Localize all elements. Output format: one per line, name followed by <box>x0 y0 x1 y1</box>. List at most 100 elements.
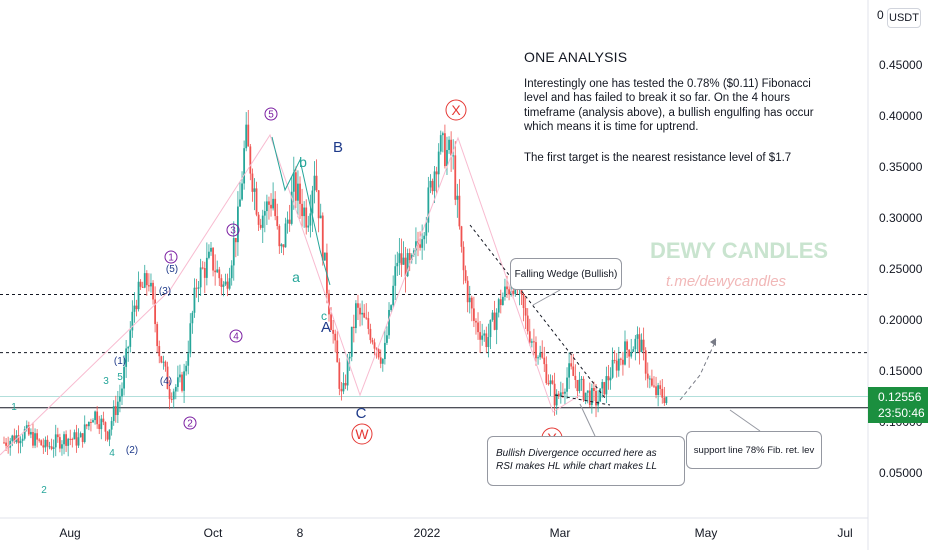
bullish-divergence-callout[interactable]: Bullish Divergence occurred here as RSI … <box>487 436 685 486</box>
candle-body <box>224 281 227 285</box>
candle-body <box>141 286 144 288</box>
last-price-tag: 0.12556 23:50:46 <box>868 387 928 423</box>
wave-X: X <box>451 102 461 118</box>
candle-body <box>429 180 432 188</box>
candle-body <box>636 334 639 339</box>
candle-body <box>232 238 235 266</box>
wave-A: A <box>321 319 331 336</box>
candle-body <box>94 411 96 421</box>
candle-body <box>166 366 169 389</box>
candle-body <box>228 278 231 289</box>
candle-body <box>3 442 5 444</box>
candle-body <box>23 429 26 439</box>
candle-body <box>582 378 585 401</box>
candle-body <box>13 435 16 442</box>
candle-body <box>597 401 599 406</box>
candle-body <box>81 433 84 443</box>
y-tick-label: 0.20000 <box>879 313 923 327</box>
candle-body <box>145 273 148 286</box>
candle-body <box>522 294 525 309</box>
candle-body <box>176 377 179 387</box>
y-tick-label: 0.05000 <box>879 466 923 480</box>
candle-body <box>290 191 293 224</box>
candle-body <box>570 363 573 367</box>
candle-body <box>152 282 154 300</box>
candle-body <box>208 251 210 258</box>
candle-body <box>421 239 424 248</box>
candle-body <box>259 224 262 228</box>
candle-body <box>71 438 74 440</box>
candle-body <box>578 379 581 392</box>
candle-body <box>38 439 41 441</box>
candle-body <box>377 349 380 358</box>
wave-paren-3: (3) <box>159 286 171 297</box>
candle-body <box>400 253 403 265</box>
candle-body <box>336 340 339 363</box>
candle-body <box>590 388 593 406</box>
candle-body <box>619 358 622 360</box>
candle-body <box>92 420 94 423</box>
candle-body <box>483 333 486 336</box>
candle-body <box>137 281 140 310</box>
x-tick-label: Mar <box>550 526 571 540</box>
candle-body <box>85 424 88 427</box>
support-line-callout[interactable]: support line 78% Fib. ret. lev <box>686 431 822 469</box>
candle-body <box>402 257 405 265</box>
x-tick-label: Jul <box>837 526 852 540</box>
candle-body <box>87 422 90 427</box>
candle-body <box>143 273 146 288</box>
candle-body <box>404 257 407 277</box>
candle-body <box>595 390 597 406</box>
candle-body <box>30 432 32 435</box>
candle-body <box>470 297 473 309</box>
bar-countdown: 23:50:46 <box>878 406 925 420</box>
candle-body <box>427 187 430 223</box>
wave-lines <box>0 133 761 456</box>
candle-body <box>601 382 604 389</box>
candle-body <box>504 286 506 297</box>
candle-body <box>197 287 200 289</box>
candle-body <box>369 328 372 341</box>
candle-body <box>435 171 438 175</box>
candle-body <box>210 247 212 252</box>
candle-body <box>493 312 496 330</box>
candle-body <box>280 244 283 247</box>
candle-body <box>340 388 343 392</box>
candle-body <box>241 183 243 200</box>
x-tick-label: Oct <box>204 526 223 540</box>
candle-body <box>564 391 566 394</box>
candle-body <box>27 425 30 435</box>
candle-body <box>34 433 36 446</box>
wave-teal-b: b <box>299 154 307 170</box>
candle-body <box>110 421 113 430</box>
candle-body <box>255 188 258 215</box>
candle-body <box>512 290 515 294</box>
candle-body <box>410 254 413 261</box>
candle-body <box>9 440 12 448</box>
candle-body <box>549 380 552 385</box>
candle-body <box>383 342 386 360</box>
candle-body <box>40 440 43 446</box>
candle-body <box>46 439 49 447</box>
candle-body <box>501 296 504 306</box>
wave-teal-3: 3 <box>103 376 109 387</box>
y-tick-label: 0.25000 <box>879 262 923 276</box>
projection-path <box>679 339 717 401</box>
candle-body <box>247 124 250 147</box>
candles <box>3 110 668 458</box>
candle-body <box>566 377 568 392</box>
candle-body <box>526 315 529 332</box>
currency-selector[interactable]: USDT <box>887 8 921 28</box>
candle-body <box>665 396 668 404</box>
falling-wedge-callout[interactable]: Falling Wedge (Bullish) <box>510 258 622 290</box>
candle-body <box>11 435 14 441</box>
candle-body <box>446 149 448 167</box>
candle-body <box>454 155 457 200</box>
candle-body <box>433 171 436 192</box>
price-axis-top-label: 0 <box>877 8 884 22</box>
candle-body <box>479 332 481 340</box>
candle-body <box>648 378 651 380</box>
candle-body <box>499 299 502 306</box>
candle-body <box>605 376 608 395</box>
